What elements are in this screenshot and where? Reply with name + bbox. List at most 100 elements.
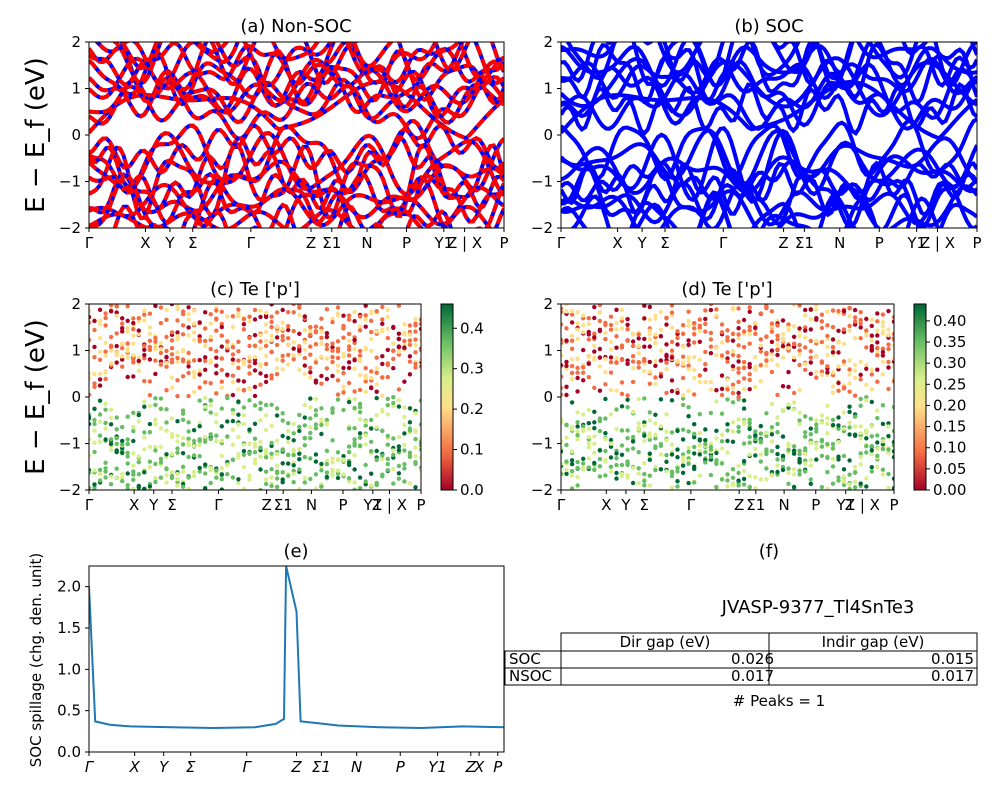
projection-point [703,308,708,313]
projection-point [219,466,224,471]
y-tick-label: 1 [543,342,553,360]
projection-point [569,308,575,314]
projection-point [625,326,630,332]
projection-point [269,466,274,472]
projection-point [352,397,357,402]
projection-point [203,380,208,385]
projection-point [374,355,379,360]
projection-point [125,437,130,442]
projection-point [730,382,736,387]
projection-point [396,435,402,440]
x-tick-label: Z [306,234,316,252]
projection-point [114,313,119,318]
projection-point [380,457,385,462]
projection-point [669,452,675,457]
projection-point [730,331,736,337]
projection-point [692,355,697,360]
projection-point [230,361,236,366]
projection-point [236,399,241,404]
projection-point [575,336,580,342]
projection-point [89,416,92,421]
projection-point [335,457,341,463]
projection-point [858,403,863,408]
projection-point [413,461,418,467]
projection-point [291,431,296,436]
projection-point [352,487,357,490]
projection-point [747,452,752,457]
projection-point [175,433,180,439]
x-tick-label: Z [261,496,271,514]
projection-point [335,468,341,473]
projection-point [614,345,619,350]
projection-point [136,454,141,459]
projection-point [830,417,836,423]
projection-point [214,363,219,368]
projection-point [852,368,858,373]
projection-point [263,413,269,418]
projection-point [858,336,863,341]
projection-point [302,340,307,345]
projection-point [642,478,647,484]
projection-point [236,452,241,457]
colorbar-tick: 0.25 [933,375,966,393]
projection-point [302,314,307,319]
projection-point [263,469,269,474]
projection-point [736,359,741,364]
projection-point [830,308,836,313]
projection-point [764,358,769,363]
projection-point [708,454,714,460]
projection-point [236,477,241,482]
projection-point [413,485,418,490]
projection-point [208,410,213,415]
projection-point [269,304,274,307]
projection-point [836,426,841,431]
projection-point [324,461,330,467]
projection-point [374,382,379,387]
projection-point [103,420,108,426]
projection-point [797,472,802,477]
projection-point [564,384,569,389]
projection-point [636,480,641,486]
projection-point [413,361,418,367]
projection-point [614,456,619,461]
band-line-soc [561,59,977,128]
projection-point [131,472,136,477]
projection-point [764,411,769,416]
projection-point [391,466,396,472]
projection-point [764,477,769,482]
projection-point [169,434,175,440]
projection-point [561,392,564,397]
projection-point [418,455,421,460]
projection-point [825,323,830,328]
projection-point [363,423,368,428]
projection-point [669,348,675,353]
projection-point [319,422,324,427]
projection-point [597,456,603,462]
projection-point [719,439,725,444]
projection-point [252,436,258,441]
projection-point [658,443,664,448]
projection-point [92,485,97,490]
projection-point [352,437,357,442]
projection-point [891,404,894,410]
projection-point [769,473,775,478]
projection-point [569,357,575,362]
projection-point [214,439,219,444]
projection-point [725,335,730,340]
projection-point [319,461,324,467]
projection-point [775,362,780,368]
projection-point [197,320,202,325]
projection-point [836,308,841,314]
projection-point [747,440,752,445]
projection-point [175,306,180,311]
projection-point [575,424,580,429]
projection-point [131,353,136,358]
projection-point [114,436,119,441]
projection-point [131,320,136,326]
projection-point [186,305,191,310]
projection-point [407,481,413,486]
projection-point [291,304,296,307]
projection-point [797,388,802,393]
projection-point [153,444,158,450]
projection-point [880,353,886,358]
